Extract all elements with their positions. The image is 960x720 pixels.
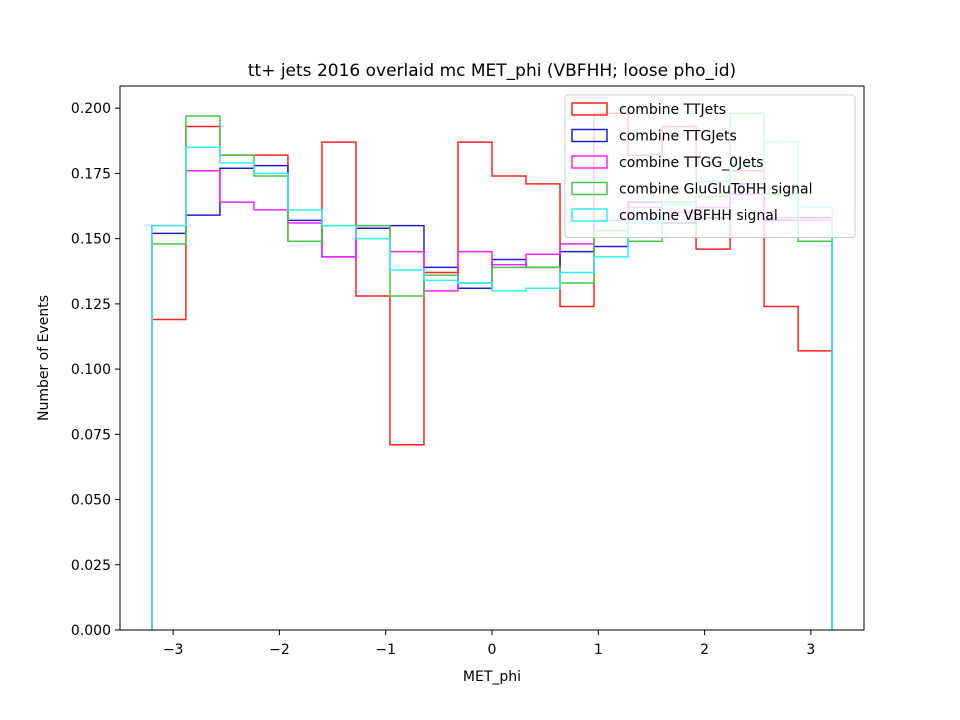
legend-label: combine GluGluToHH signal <box>619 182 813 198</box>
legend-label: combine TTJets <box>619 102 726 118</box>
y-tick-label: 0.150 <box>71 232 111 248</box>
legend-label: combine TTGG_0Jets <box>619 155 764 171</box>
x-tick-label: −1 <box>375 642 396 658</box>
x-tick-label: 2 <box>700 642 709 658</box>
y-tick-label: 0.025 <box>71 558 111 574</box>
y-tick-label: 0.075 <box>71 427 111 443</box>
y-axis-label: Number of Events <box>36 295 52 421</box>
legend-label: combine VBFHH signal <box>619 208 778 224</box>
y-tick-label: 0.125 <box>71 297 111 313</box>
y-axis-ticks: 0.000 0.025 0.050 0.075 0.100 0.125 0.150 0.175… <box>71 101 120 639</box>
legend-swatch <box>571 155 608 169</box>
legend-label: combine TTGJets <box>619 129 737 145</box>
y-tick-label: 0.200 <box>71 101 111 117</box>
x-tick-label: −3 <box>163 642 184 658</box>
legend-box <box>564 94 856 238</box>
legend: combine TTJets combine TTGJets combine TTG… <box>564 94 856 238</box>
chart-title: tt+ jets 2016 overlaid mc MET_phi (VBFHH… <box>248 61 736 81</box>
x-axis-label: MET_phi <box>463 669 521 685</box>
legend-swatch <box>571 208 608 222</box>
x-tick-label: 0 <box>488 642 497 658</box>
y-tick-label: 0.050 <box>71 493 111 509</box>
legend-swatch <box>571 181 608 196</box>
y-tick-label: 0.175 <box>71 166 111 182</box>
y-tick-label: 0.100 <box>71 362 111 378</box>
legend-swatch <box>571 128 608 143</box>
x-tick-label: 1 <box>594 642 603 658</box>
x-axis-ticks: −3 −2 −1 0 1 2 3 <box>163 630 815 658</box>
x-tick-label: −2 <box>269 642 290 658</box>
x-tick-label: 3 <box>806 642 815 658</box>
y-tick-label: 0.000 <box>71 623 111 639</box>
legend-swatch <box>571 102 608 116</box>
